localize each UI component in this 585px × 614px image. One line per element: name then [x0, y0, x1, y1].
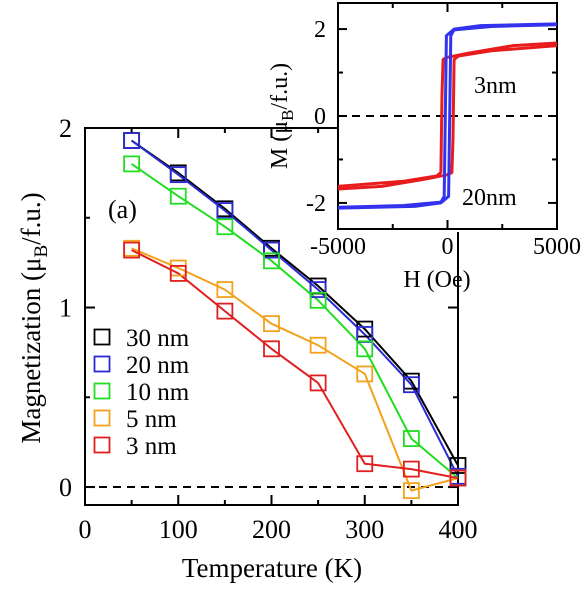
data-point-10nm — [309, 291, 327, 309]
hysteresis-20nm-lower-branch — [337, 23, 558, 210]
main-x-axis-label: Temperature (K) — [182, 553, 362, 583]
inset-x-tick-label: -5000 — [310, 234, 366, 260]
main-x-tick-label: 200 — [252, 515, 291, 544]
data-point-20nm — [169, 166, 187, 184]
data-point-5nm — [309, 336, 327, 354]
inset-x-tick-label: 5000 — [533, 234, 581, 260]
legend-marker-10nm — [93, 382, 111, 400]
data-point-3nm — [402, 460, 420, 478]
main-y-axis-label-sub: B — [31, 245, 52, 258]
legend-label-30nm: 30 nm — [126, 325, 190, 352]
legend-marker-30nm — [93, 328, 111, 346]
inset-y-axis-label-tail: /f.u.) — [267, 63, 293, 110]
data-point-30nm — [449, 457, 467, 474]
data-point-3nm — [216, 302, 234, 320]
data-point-5nm — [356, 365, 374, 383]
data-point-20nm — [123, 132, 141, 149]
main-y-tick-label: 0 — [59, 473, 72, 502]
data-point-20nm — [263, 241, 280, 259]
data-point-3nm — [309, 374, 327, 392]
inset-annotation-20nm: 20nm — [462, 185, 517, 211]
data-point-20nm — [402, 376, 420, 394]
main-chart: 0 100 200 300 400 0 1 2 Temperature (K) Magneti… — [16, 114, 478, 583]
data-point-3nm — [169, 265, 187, 282]
inset-y-axis-label-sub: B — [278, 110, 297, 121]
data-point-3nm — [449, 469, 467, 487]
data-point-10nm — [263, 252, 280, 270]
main-y-axis-label: Magnetization (μB/f.u.) — [16, 192, 52, 443]
data-point-10nm — [216, 218, 234, 236]
inset-ticks: -5000 0 5000 -2 0 2 — [306, 3, 581, 260]
inset-y-tick-label: 2 — [314, 17, 326, 43]
data-point-10nm — [402, 430, 420, 447]
data-point-3nm — [263, 340, 280, 358]
main-x-tick-label: 0 — [79, 515, 92, 544]
data-point-3nm — [356, 455, 374, 473]
inset-x-tick-label: 0 — [442, 234, 454, 260]
data-point-5nm — [402, 482, 420, 500]
inset-chart: -5000 0 5000 -2 0 2 H (Oe) M (μB/f.u.) 3nm 20… — [267, 0, 581, 293]
legend-label-20nm: 20 nm — [126, 352, 190, 379]
data-point-5nm — [216, 281, 234, 298]
data-point-20nm — [216, 202, 234, 219]
main-series — [123, 132, 467, 500]
data-point-10nm — [169, 187, 187, 205]
inset-series — [337, 22, 558, 210]
inset-annotation-3nm: 3nm — [474, 73, 517, 99]
main-x-tick-label: 400 — [439, 515, 478, 544]
legend-label-5nm: 5 nm — [126, 406, 177, 433]
legend-marker-5nm — [93, 409, 111, 427]
data-point-5nm — [263, 315, 280, 333]
data-point-10nm — [356, 340, 374, 358]
main-x-tick-label: 300 — [345, 515, 384, 544]
inset-y-axis-label: M (μB/f.u.) — [267, 63, 297, 169]
panel-label: (a) — [108, 195, 137, 224]
main-x-tick-label: 100 — [159, 515, 198, 544]
inset-y-tick-label: -2 — [306, 191, 326, 217]
legend-marker-3nm — [93, 436, 111, 454]
hysteresis-20nm-upper-branch — [337, 22, 558, 209]
main-y-tick-label: 2 — [59, 114, 72, 143]
hysteresis-3nm-lower-branch — [337, 44, 558, 191]
data-point-10nm — [123, 155, 141, 173]
data-point-20nm — [309, 281, 327, 298]
inset-y-tick-label: 0 — [314, 104, 326, 130]
main-y-tick-label: 1 — [59, 294, 72, 323]
legend-label-3nm: 3 nm — [126, 433, 177, 460]
inset-x-axis-label: H (Oe) — [403, 267, 470, 293]
legend-marker-20nm — [93, 355, 111, 373]
main-y-axis-label-tail: /f.u.) — [16, 192, 46, 244]
data-point-3nm — [123, 241, 141, 259]
legend-label-10nm: 10 nm — [126, 379, 190, 406]
